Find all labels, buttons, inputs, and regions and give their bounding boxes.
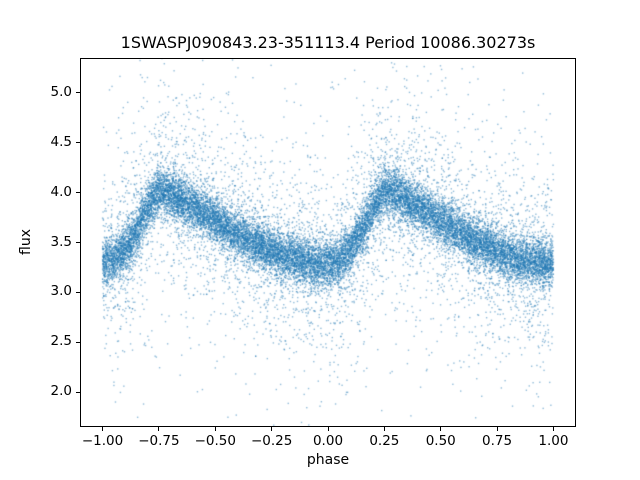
x-tick-mark xyxy=(102,427,104,431)
x-tick-mark xyxy=(440,427,442,431)
x-tick-mark xyxy=(383,427,385,431)
x-tick-mark xyxy=(496,427,498,431)
x-tick-mark xyxy=(158,427,160,431)
x-tick-label: 1.00 xyxy=(538,433,569,449)
x-axis-label: phase xyxy=(306,452,350,468)
y-tick-mark xyxy=(76,92,80,94)
y-tick-mark xyxy=(76,142,80,144)
y-tick-mark xyxy=(76,291,80,293)
x-tick-label: −1.00 xyxy=(81,433,124,449)
x-tick-label: 0.25 xyxy=(369,433,400,449)
y-tick-mark xyxy=(76,341,80,343)
x-tick-label: 0.00 xyxy=(312,433,344,449)
y-tick-label: 2.5 xyxy=(50,333,72,350)
x-tick-mark xyxy=(214,427,216,431)
x-tick-mark xyxy=(327,427,329,431)
chart-title: 1SWASPJ090843.23-351113.4 Period 10086.3… xyxy=(120,33,536,52)
y-axis-label: flux xyxy=(18,229,34,255)
x-tick-mark xyxy=(271,427,273,431)
y-tick-label: 4.5 xyxy=(50,133,72,150)
x-tick-label: −0.50 xyxy=(194,433,236,449)
y-tick-mark xyxy=(76,192,80,194)
x-tick-label: −0.75 xyxy=(138,433,180,449)
x-tick-label: 0.75 xyxy=(482,433,513,449)
x-tick-mark xyxy=(552,427,554,431)
y-tick-mark xyxy=(76,242,80,243)
y-tick-mark xyxy=(76,391,80,393)
y-tick-label: 2.0 xyxy=(50,383,72,400)
y-tick-label: 3.5 xyxy=(50,233,72,250)
x-tick-label: 0.50 xyxy=(425,433,456,449)
x-tick-label: −0.25 xyxy=(250,433,293,449)
y-tick-label: 5.0 xyxy=(50,83,72,100)
y-tick-label: 4.0 xyxy=(50,183,72,200)
y-tick-label: 3.0 xyxy=(50,283,72,300)
scatter-points-canvas xyxy=(80,58,576,427)
